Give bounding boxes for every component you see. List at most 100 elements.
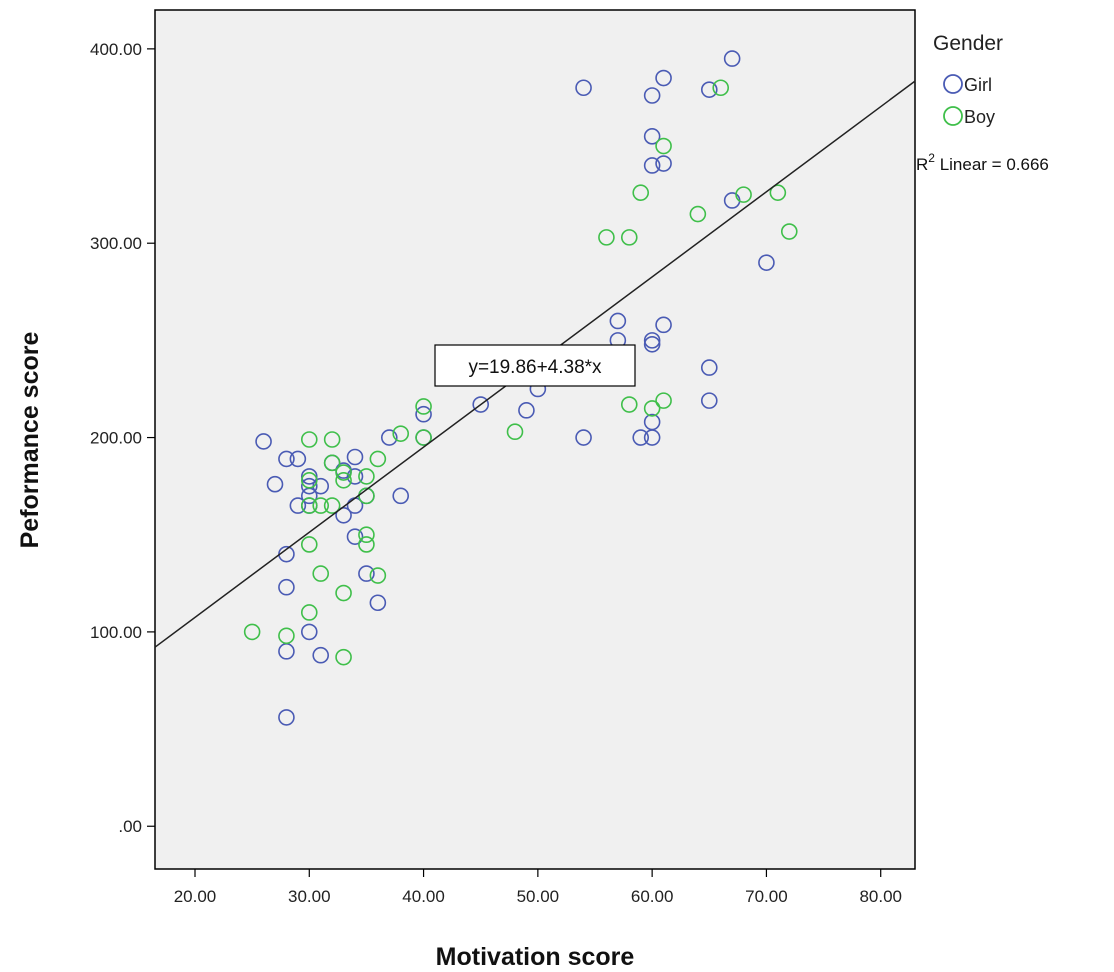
point-girl bbox=[278, 450, 295, 468]
x-tick-label: 20.00 bbox=[174, 887, 217, 906]
point-boy bbox=[358, 536, 375, 553]
y-tick-label: .00 bbox=[118, 817, 142, 836]
y-tick-label: 400.00 bbox=[90, 40, 142, 59]
point-boy bbox=[369, 450, 387, 468]
point-boy bbox=[655, 392, 672, 409]
x-tick-label: 50.00 bbox=[517, 887, 560, 906]
x-tick-label: 80.00 bbox=[859, 887, 902, 906]
point-boy bbox=[769, 184, 787, 201]
point-boy bbox=[335, 648, 352, 666]
y-tick-label: 100.00 bbox=[90, 623, 142, 642]
point-girl bbox=[609, 312, 627, 330]
point-girl bbox=[700, 392, 718, 409]
point-girl bbox=[643, 128, 661, 145]
legend-marker-girl bbox=[943, 74, 963, 94]
x-axis: 20.00 30.00 40.00 50.00 60.00 70.00 80.00 bbox=[174, 869, 902, 906]
point-girl bbox=[643, 335, 661, 353]
point-girl bbox=[643, 87, 661, 104]
point-boy bbox=[780, 223, 798, 240]
x-tick-label: 70.00 bbox=[745, 887, 788, 906]
point-boy bbox=[506, 423, 524, 441]
point-girl bbox=[358, 565, 375, 582]
point-boy bbox=[369, 567, 387, 584]
point-girl bbox=[346, 528, 364, 545]
point-girl bbox=[643, 429, 661, 446]
x-tick-label: 60.00 bbox=[631, 887, 674, 906]
point-boy bbox=[415, 398, 432, 415]
point-girl bbox=[575, 79, 592, 97]
data-points bbox=[243, 50, 798, 726]
legend: Gender Girl Boy R2 Linear = 0.666 bbox=[916, 32, 1049, 174]
point-boy bbox=[243, 623, 261, 641]
point-boy bbox=[300, 472, 318, 489]
x-tick-label: 30.00 bbox=[288, 887, 331, 906]
point-boy bbox=[335, 464, 352, 481]
point-boy bbox=[300, 497, 318, 514]
point-boy bbox=[312, 565, 330, 582]
point-boy bbox=[278, 627, 295, 645]
r2-sup: 2 bbox=[928, 151, 935, 165]
point-girl bbox=[312, 646, 330, 664]
point-girl bbox=[300, 623, 318, 641]
point-girl bbox=[700, 81, 718, 98]
point-girl bbox=[643, 157, 661, 174]
point-girl bbox=[632, 429, 650, 446]
point-girl bbox=[655, 69, 672, 87]
point-girl bbox=[472, 396, 490, 413]
point-girl bbox=[369, 594, 387, 612]
legend-label-boy: Boy bbox=[964, 107, 995, 127]
point-girl bbox=[643, 332, 661, 349]
y-axis-title: Peformance score bbox=[16, 332, 44, 549]
point-girl bbox=[255, 433, 272, 450]
y-tick-label: 200.00 bbox=[90, 429, 142, 448]
point-boy bbox=[735, 186, 752, 203]
point-girl bbox=[518, 402, 535, 419]
point-boy bbox=[335, 584, 352, 602]
point-girl bbox=[723, 50, 741, 67]
point-girl bbox=[278, 578, 295, 596]
point-boy bbox=[335, 472, 352, 489]
x-tick-label: 40.00 bbox=[402, 887, 445, 906]
point-boy bbox=[300, 536, 318, 553]
point-boy bbox=[358, 468, 375, 485]
point-girl bbox=[700, 359, 718, 376]
point-boy bbox=[643, 400, 661, 417]
point-girl bbox=[278, 709, 295, 726]
point-boy bbox=[620, 396, 638, 413]
point-boy bbox=[655, 137, 672, 155]
point-boy bbox=[632, 184, 650, 201]
point-girl bbox=[289, 450, 307, 468]
point-girl bbox=[392, 487, 410, 505]
point-girl bbox=[655, 155, 672, 172]
point-boy bbox=[392, 425, 410, 442]
point-girl bbox=[380, 429, 398, 446]
fit-equation-box: y=19.86+4.38*x bbox=[434, 344, 636, 387]
plot-area bbox=[154, 9, 916, 870]
y-tick-label: 300.00 bbox=[90, 234, 142, 253]
r2-label: R2 Linear = 0.666 bbox=[916, 151, 1049, 174]
point-boy bbox=[312, 497, 330, 514]
legend-title: Gender bbox=[933, 32, 1003, 55]
fit-equation-label: y=19.86+4.38*x bbox=[468, 357, 602, 378]
point-girl bbox=[758, 254, 775, 271]
point-girl bbox=[346, 448, 364, 466]
point-girl bbox=[300, 468, 318, 485]
point-boy bbox=[415, 429, 432, 446]
point-girl bbox=[575, 429, 592, 446]
point-girl bbox=[415, 405, 432, 423]
r2-value: Linear = 0.666 bbox=[935, 155, 1049, 174]
point-boy bbox=[323, 431, 341, 448]
point-boy bbox=[689, 205, 707, 223]
point-girl bbox=[266, 475, 284, 493]
point-boy bbox=[323, 454, 341, 472]
point-boy bbox=[300, 604, 318, 621]
legend-label-girl: Girl bbox=[964, 75, 992, 95]
point-boy bbox=[358, 526, 375, 544]
point-girl bbox=[346, 468, 364, 485]
point-girl bbox=[289, 497, 307, 514]
r2-base: R bbox=[916, 155, 928, 174]
point-boy bbox=[323, 497, 341, 514]
point-boy bbox=[300, 431, 318, 448]
y-axis: .00 100.00 200.00 300.00 400.00 bbox=[90, 40, 155, 836]
point-boy bbox=[620, 229, 638, 246]
